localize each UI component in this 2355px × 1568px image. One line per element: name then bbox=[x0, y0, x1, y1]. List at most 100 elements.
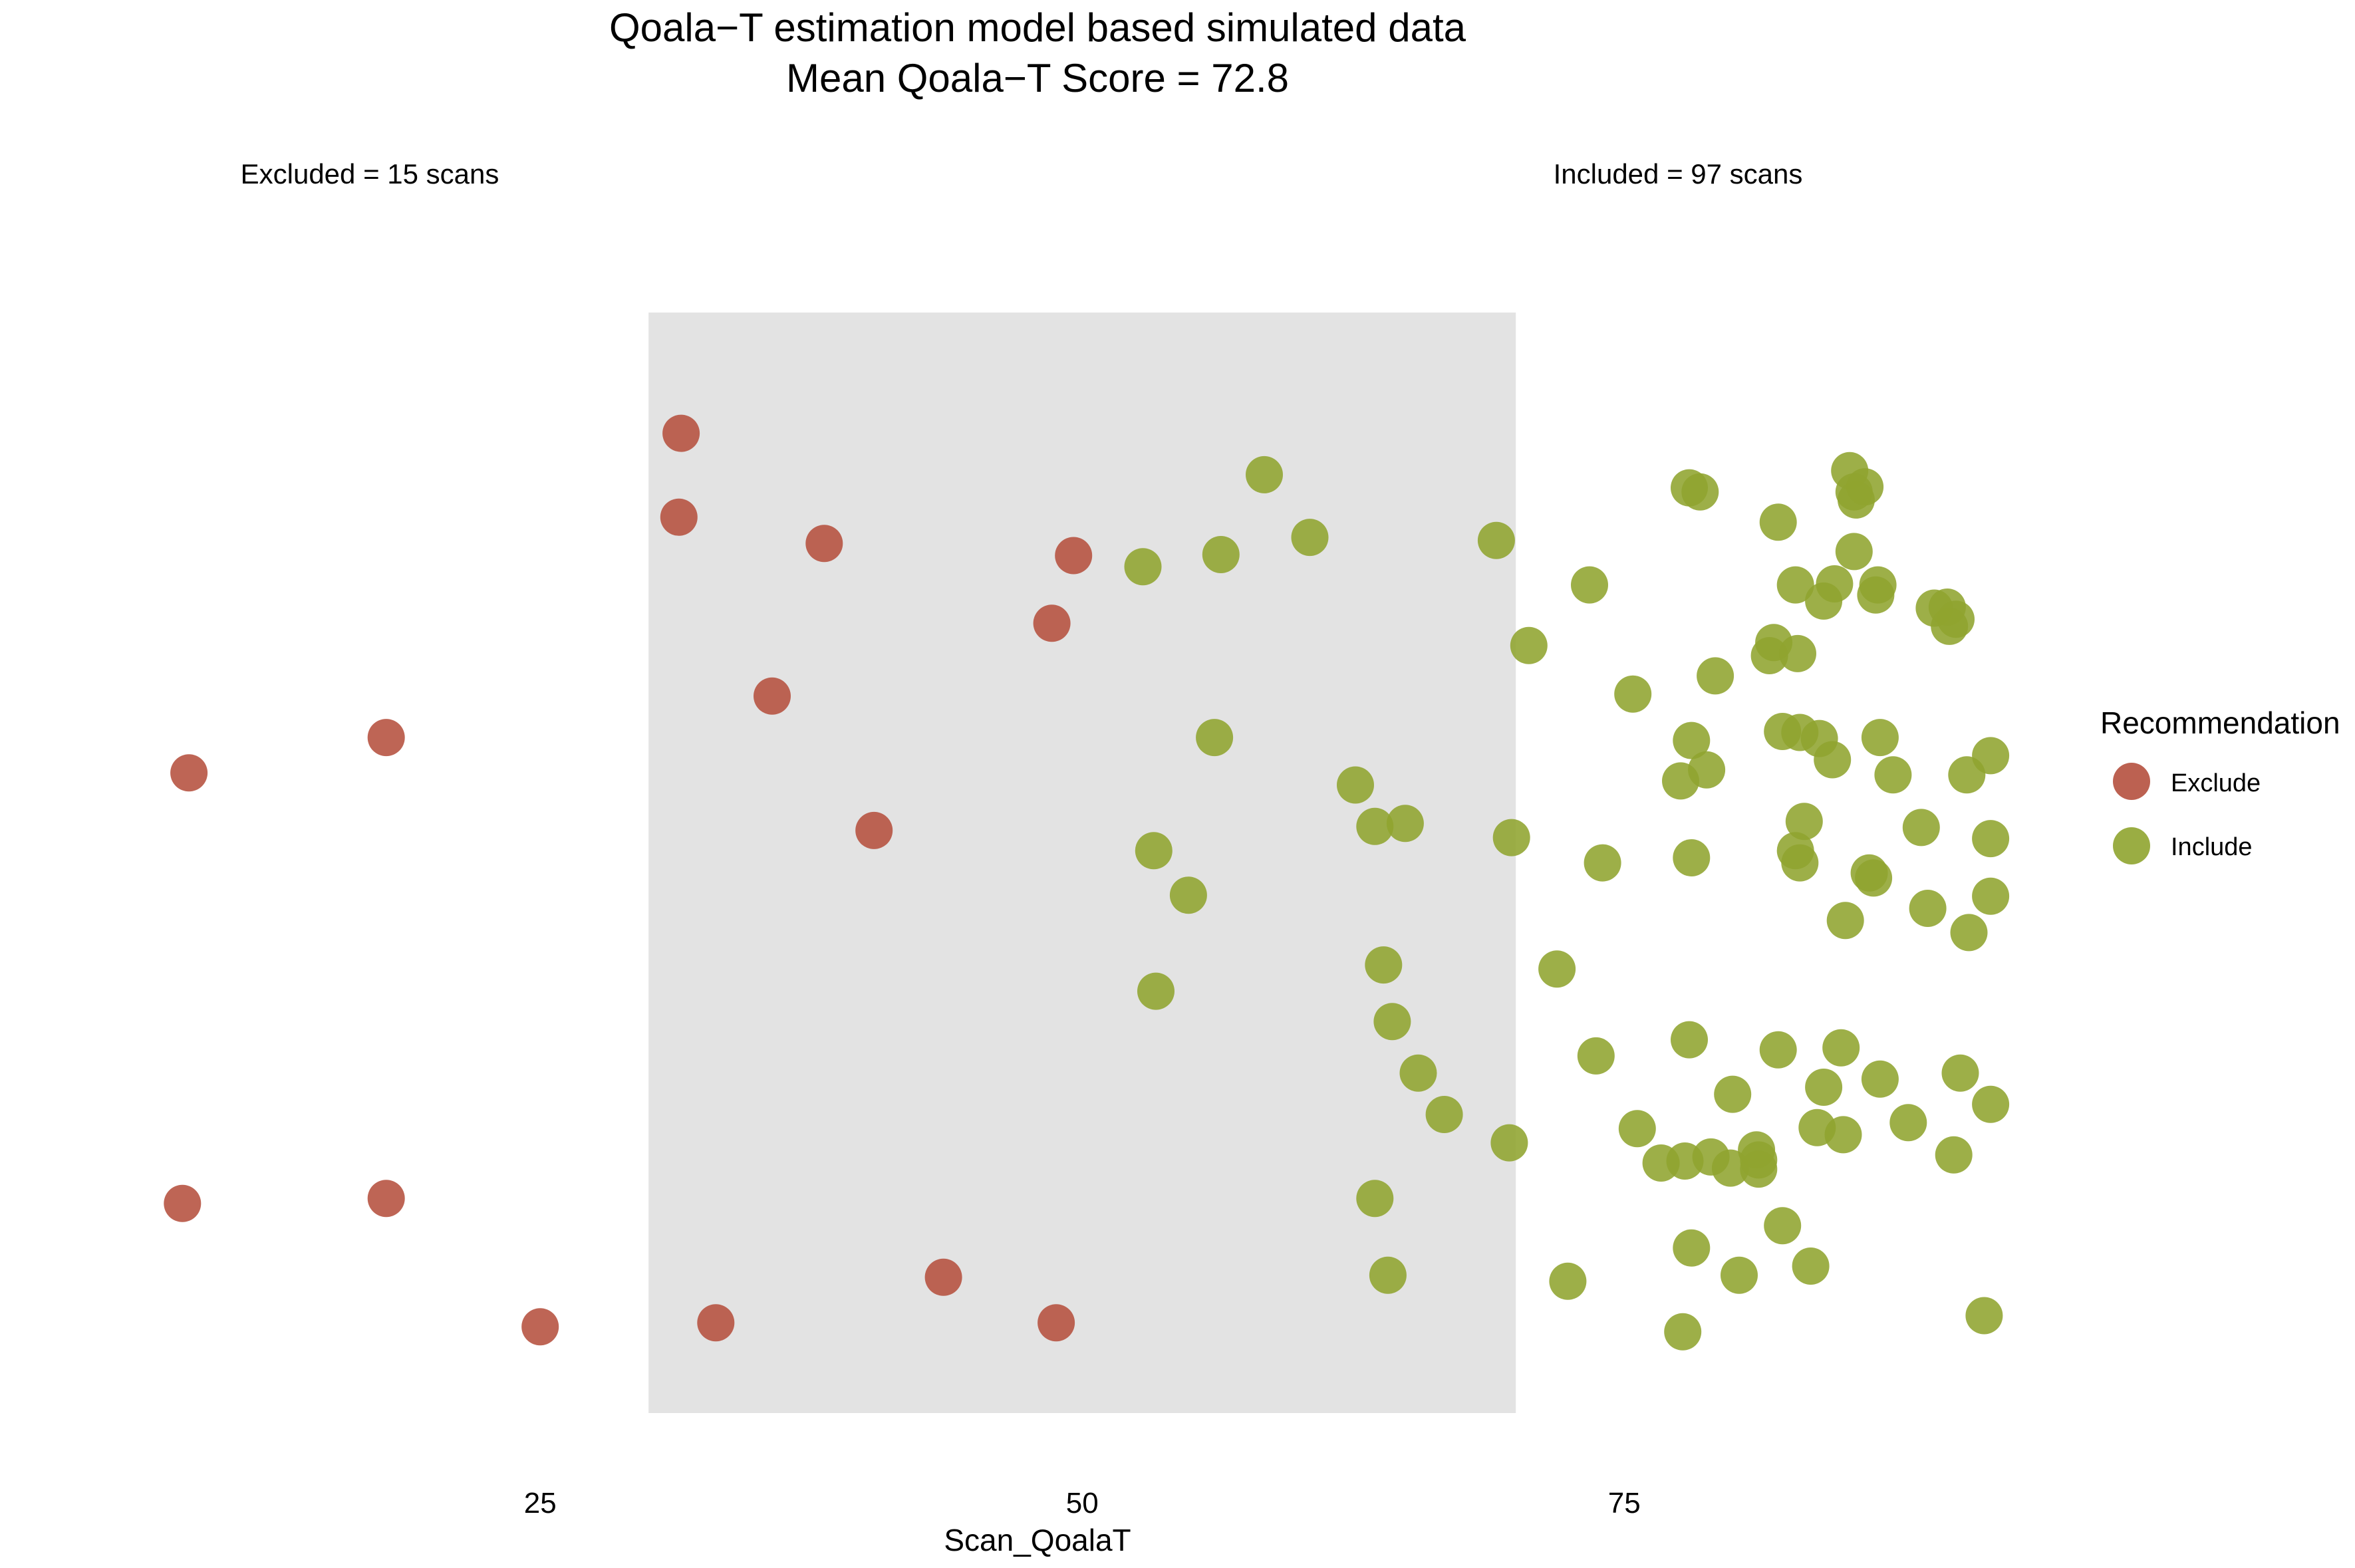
point-include bbox=[1369, 1256, 1407, 1294]
point-include bbox=[1399, 1054, 1437, 1092]
point-include bbox=[1169, 876, 1207, 914]
included-annotation: Included = 97 scans bbox=[1554, 158, 1803, 190]
point-include bbox=[1681, 473, 1719, 511]
point-include bbox=[1776, 566, 1814, 604]
legend: Recommendation Exclude Include bbox=[2100, 706, 2340, 864]
excluded-annotation: Excluded = 15 scans bbox=[241, 158, 499, 190]
point-include bbox=[1972, 877, 2010, 915]
point-include bbox=[1196, 719, 1234, 757]
point-include bbox=[1246, 456, 1283, 493]
point-include bbox=[1202, 536, 1240, 573]
point-include bbox=[1135, 832, 1173, 870]
point-include bbox=[1618, 1110, 1656, 1148]
point-exclude bbox=[754, 677, 791, 715]
point-include bbox=[1697, 657, 1734, 695]
point-include bbox=[1692, 1138, 1730, 1176]
point-include bbox=[1902, 809, 1940, 847]
point-include bbox=[1671, 1021, 1708, 1059]
point-include bbox=[1937, 600, 1975, 638]
point-include bbox=[1950, 914, 1988, 952]
point-include bbox=[1822, 1029, 1860, 1067]
point-include bbox=[1571, 566, 1608, 604]
point-include bbox=[1764, 1207, 1802, 1245]
point-include bbox=[1824, 1116, 1862, 1154]
point-exclude bbox=[367, 1180, 405, 1218]
data-points bbox=[164, 414, 2010, 1351]
point-include bbox=[1137, 972, 1175, 1010]
point-exclude bbox=[697, 1304, 735, 1342]
point-include bbox=[1855, 859, 1893, 897]
point-include bbox=[1835, 533, 1873, 571]
point-include bbox=[1614, 675, 1652, 713]
chart-title: Qoala−T estimation model based simulated… bbox=[609, 5, 1466, 50]
point-exclude bbox=[367, 719, 405, 757]
point-include bbox=[1337, 766, 1374, 804]
point-include bbox=[1673, 1229, 1711, 1267]
point-include bbox=[1584, 844, 1621, 882]
point-include bbox=[1972, 1085, 2010, 1123]
point-include bbox=[1972, 820, 2010, 858]
point-include bbox=[1779, 634, 1816, 672]
point-exclude bbox=[170, 754, 208, 792]
point-include bbox=[1721, 1256, 1758, 1294]
point-include bbox=[1673, 721, 1711, 759]
point-include bbox=[1785, 803, 1823, 841]
point-include bbox=[1935, 1136, 1973, 1174]
point-include bbox=[1792, 1247, 1830, 1285]
point-include bbox=[1805, 1069, 1843, 1106]
point-include bbox=[1714, 1075, 1752, 1113]
point-include bbox=[1425, 1096, 1463, 1133]
point-exclude bbox=[805, 525, 843, 563]
point-include bbox=[1941, 1054, 1979, 1092]
point-include bbox=[1664, 1313, 1702, 1351]
point-exclude bbox=[924, 1258, 962, 1296]
point-include bbox=[1972, 737, 2010, 775]
point-include bbox=[1356, 807, 1394, 845]
point-include bbox=[1781, 844, 1819, 882]
point-include bbox=[1492, 819, 1530, 856]
legend-swatch-exclude bbox=[2113, 763, 2150, 800]
chart-subtitle: Mean Qoala−T Score = 72.8 bbox=[786, 56, 1289, 100]
legend-swatch-include bbox=[2113, 827, 2150, 864]
shaded-band bbox=[648, 313, 1516, 1413]
legend-label-include: Include bbox=[2171, 833, 2253, 861]
point-include bbox=[1861, 1060, 1899, 1098]
point-exclude bbox=[1038, 1304, 1075, 1342]
point-include bbox=[1688, 751, 1726, 789]
x-tick-label: 75 bbox=[1608, 1487, 1641, 1519]
point-include bbox=[1846, 468, 1884, 506]
point-include bbox=[1124, 548, 1162, 586]
x-axis-ticks: 25 50 75 bbox=[524, 1487, 1641, 1519]
point-include bbox=[1814, 741, 1852, 779]
point-include bbox=[1510, 626, 1548, 664]
point-include bbox=[1965, 1297, 2003, 1335]
point-include bbox=[1759, 1031, 1797, 1069]
point-include bbox=[1373, 1003, 1411, 1041]
point-include bbox=[1673, 839, 1711, 876]
x-tick-label: 50 bbox=[1066, 1487, 1099, 1519]
point-include bbox=[1577, 1037, 1615, 1075]
x-tick-label: 25 bbox=[524, 1487, 557, 1519]
point-include bbox=[1365, 946, 1403, 984]
legend-title: Recommendation bbox=[2100, 706, 2340, 740]
point-include bbox=[1538, 950, 1576, 988]
point-exclude bbox=[1033, 604, 1071, 642]
x-axis-label: Scan_QoalaT bbox=[944, 1523, 1131, 1557]
point-include bbox=[1740, 1141, 1778, 1179]
point-include bbox=[1291, 519, 1329, 557]
point-include bbox=[1549, 1262, 1587, 1300]
point-include bbox=[1386, 805, 1424, 843]
point-include bbox=[1490, 1124, 1528, 1162]
point-include bbox=[1759, 503, 1797, 541]
point-exclude bbox=[1055, 537, 1093, 575]
point-include bbox=[1859, 566, 1897, 604]
point-include bbox=[1909, 890, 1947, 927]
legend-label-exclude: Exclude bbox=[2171, 769, 2261, 797]
point-include bbox=[1477, 521, 1515, 559]
point-exclude bbox=[660, 498, 698, 536]
point-exclude bbox=[164, 1184, 202, 1222]
point-include bbox=[1356, 1180, 1394, 1218]
point-exclude bbox=[855, 811, 893, 849]
point-include bbox=[1826, 902, 1864, 940]
